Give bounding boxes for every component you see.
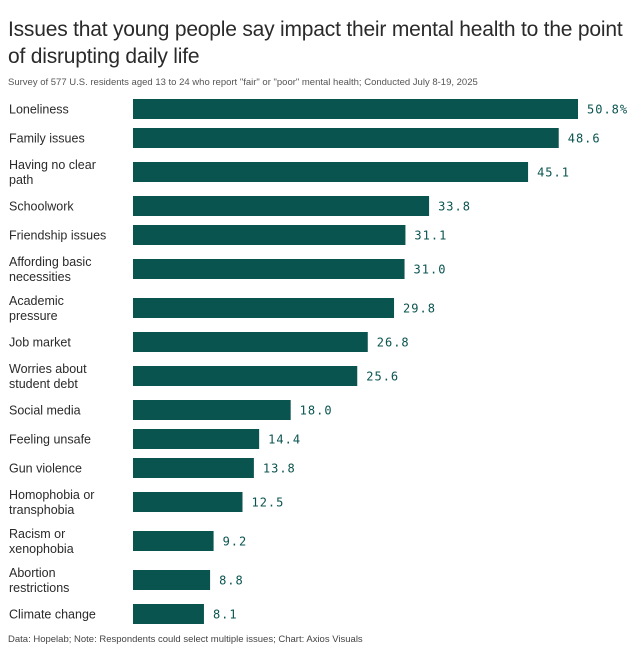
value-label: 8.8 bbox=[219, 574, 244, 588]
bar bbox=[133, 429, 260, 449]
bar bbox=[133, 492, 243, 512]
value-label: 50.8% bbox=[587, 103, 628, 117]
category-label: Abortion restrictions bbox=[9, 566, 69, 595]
bar-row: Friendship issues 31.1 bbox=[9, 225, 447, 245]
category-label: Academic pressure bbox=[9, 294, 64, 323]
bar-row: Worries about student debt 25.6 bbox=[9, 362, 399, 391]
category-label: Job market bbox=[9, 336, 71, 350]
category-label: Climate change bbox=[9, 608, 96, 622]
value-label: 8.1 bbox=[213, 608, 238, 622]
chart-title: Issues that young people say impact thei… bbox=[8, 18, 623, 68]
bar-row: Gun violence 13.8 bbox=[9, 458, 296, 478]
category-label: Homophobia or transphobia bbox=[9, 488, 94, 517]
bar-row: Job market 26.8 bbox=[9, 332, 410, 352]
category-label: Having no clear path bbox=[9, 158, 96, 187]
bar-row: Having no clear path 45.1 bbox=[9, 158, 570, 187]
bar bbox=[133, 298, 395, 318]
category-label: Social media bbox=[9, 404, 81, 418]
bar-row: Racism or xenophobia 9.2 bbox=[9, 527, 248, 556]
bar bbox=[133, 604, 204, 624]
value-label: 13.8 bbox=[263, 462, 296, 476]
value-label: 26.8 bbox=[377, 336, 410, 350]
category-label: Friendship issues bbox=[9, 229, 106, 243]
category-label: Affording basic necessities bbox=[9, 255, 91, 284]
bar bbox=[133, 196, 430, 216]
bar bbox=[133, 366, 358, 386]
bar bbox=[133, 99, 578, 119]
bar-row: Homophobia or transphobia 12.5 bbox=[9, 488, 284, 517]
category-label: Racism or xenophobia bbox=[9, 527, 74, 556]
bar-row: Social media 18.0 bbox=[9, 400, 333, 420]
bar bbox=[133, 400, 291, 420]
value-label: 31.0 bbox=[414, 263, 447, 277]
bar bbox=[133, 128, 559, 148]
bar-row: Family issues 48.6 bbox=[9, 128, 601, 148]
value-label: 25.6 bbox=[366, 370, 399, 384]
value-label: 45.1 bbox=[537, 166, 570, 180]
category-label: Family issues bbox=[9, 132, 85, 146]
bar bbox=[133, 531, 214, 551]
bar bbox=[133, 162, 529, 182]
category-label: Worries about student debt bbox=[9, 362, 87, 391]
bar bbox=[133, 259, 405, 279]
category-label: Loneliness bbox=[9, 103, 69, 117]
value-label: 33.8 bbox=[438, 200, 471, 214]
bar-row: Affording basic necessities 31.0 bbox=[9, 255, 447, 284]
bar-row: Abortion restrictions 8.8 bbox=[9, 566, 244, 595]
value-label: 14.4 bbox=[268, 433, 301, 447]
bar bbox=[133, 332, 368, 352]
value-label: 9.2 bbox=[223, 535, 248, 549]
value-label: 48.6 bbox=[568, 132, 601, 146]
bar bbox=[133, 225, 406, 245]
value-label: 29.8 bbox=[403, 302, 436, 316]
value-label: 18.0 bbox=[300, 404, 333, 418]
chart-subtitle: Survey of 577 U.S. residents aged 13 to … bbox=[8, 77, 478, 88]
category-label: Feeling unsafe bbox=[9, 433, 91, 447]
bar-row: Feeling unsafe 14.4 bbox=[9, 429, 301, 449]
category-label: Gun violence bbox=[9, 462, 82, 476]
value-label: 12.5 bbox=[251, 496, 284, 510]
bar-row: Schoolwork 33.8 bbox=[9, 196, 471, 216]
bar-row: Loneliness 50.8% bbox=[9, 99, 628, 119]
chart-footer: Data: Hopelab; Note: Respondents could s… bbox=[8, 634, 363, 645]
category-label: Schoolwork bbox=[9, 200, 74, 214]
value-label: 31.1 bbox=[414, 229, 447, 243]
bar-row: Academic pressure 29.8 bbox=[9, 294, 436, 323]
bar bbox=[133, 458, 254, 478]
bar bbox=[133, 570, 211, 590]
bar-row: Climate change 8.1 bbox=[9, 604, 238, 624]
